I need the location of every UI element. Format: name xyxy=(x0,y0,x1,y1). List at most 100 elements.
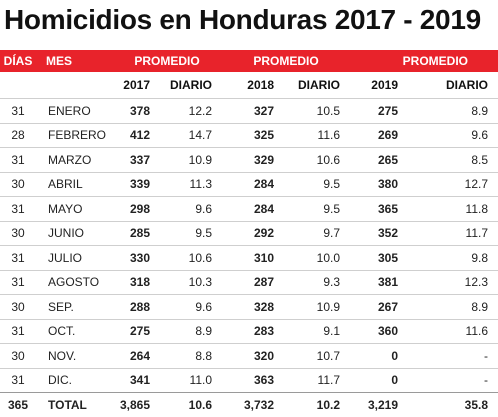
cell-dias: 30 xyxy=(0,343,36,368)
cell-2018: 284 xyxy=(222,171,278,197)
cell-diario-2017: 8.9 xyxy=(154,318,222,344)
total-2018: 3,732 xyxy=(222,392,278,417)
cell-diario-2017: 10.9 xyxy=(154,147,222,172)
cell-2019: 267 xyxy=(350,294,402,319)
cell-2017: 341 xyxy=(112,367,154,393)
total-label: TOTAL xyxy=(36,392,112,417)
cell-2019: 380 xyxy=(350,171,402,197)
cell-dias: 28 xyxy=(0,122,36,148)
cell-diario-2018: 9.1 xyxy=(278,318,350,344)
cell-2019: 365 xyxy=(350,196,402,221)
table-row: 31 DIC. 341 11.0 363 11.7 0- xyxy=(0,367,498,393)
cell-2019: 269 xyxy=(350,122,402,148)
cell-mes: SEP. xyxy=(36,294,112,319)
cell-diario-2017: 11.3 xyxy=(154,171,222,197)
cell-mes: DIC. xyxy=(36,367,112,393)
cell-diario-2018: 9.3 xyxy=(278,269,350,295)
cell-2017: 275 xyxy=(112,318,154,344)
cell-dias: 30 xyxy=(0,171,36,197)
cell-mes: JULIO xyxy=(36,245,112,270)
total-diario-2017: 10.6 xyxy=(154,392,222,417)
table-row: 31 ENERO 378 12.2 327 10.5 275 8.9 xyxy=(0,98,498,123)
cell-diario-2019: 8.9 xyxy=(402,294,498,319)
cell-2017: 298 xyxy=(112,196,154,221)
cell-mes: FEBRERO xyxy=(36,122,112,148)
cell-2017: 264 xyxy=(112,343,154,368)
cell-diario-2019: - xyxy=(402,343,498,368)
subheader-year-2017: 2017 xyxy=(123,78,150,92)
cell-2017: 339 xyxy=(112,171,154,197)
cell-2019: 305 xyxy=(350,245,402,270)
cell-dias: 31 xyxy=(0,245,36,270)
table-row: 31 JULIO 330 10.6 310 10.0 305 9.8 xyxy=(0,245,498,270)
cell-2017: 318 xyxy=(112,269,154,295)
cell-mes: MAYO xyxy=(36,196,112,221)
header-promedio-2018: PROMEDIO xyxy=(222,50,350,72)
cell-diario-2017: 14.7 xyxy=(154,122,222,148)
subheader-diario-2017: DIARIO xyxy=(170,78,212,92)
cell-2018: 329 xyxy=(222,147,278,172)
cell-2019: 381 xyxy=(350,269,402,295)
table-row: 30 SEP. 288 9.6 328 10.9 267 8.9 xyxy=(0,294,498,319)
cell-2019: 352 xyxy=(350,220,402,246)
cell-dias: 31 xyxy=(0,196,36,221)
cell-2019: 0 xyxy=(350,367,402,393)
cell-2018: 283 xyxy=(222,318,278,344)
cell-diario-2019: 11.6 xyxy=(402,318,498,344)
cell-diario-2017: 10.3 xyxy=(154,269,222,295)
subheader-year-2018: 2018 xyxy=(247,78,274,92)
table-row: 30 ABRIL 339 11.3 284 9.5 380 12.7 xyxy=(0,171,498,197)
table-row: 30 JUNIO 285 9.5 292 9.7 352 11.7 xyxy=(0,220,498,246)
cell-2017: 378 xyxy=(112,98,154,123)
table-row: 28 FEBRERO 412 14.7 325 11.6 269 9.6 xyxy=(0,122,498,148)
cell-mes: AGOSTO xyxy=(36,269,112,295)
header-mes: MES xyxy=(36,50,112,72)
cell-2018: 287 xyxy=(222,269,278,295)
total-2019: 3,219 xyxy=(350,392,402,417)
cell-diario-2017: 11.0 xyxy=(154,367,222,393)
cell-2018: 325 xyxy=(222,122,278,148)
cell-dias: 31 xyxy=(0,98,36,123)
cell-dias: 31 xyxy=(0,269,36,295)
cell-diario-2018: 9.5 xyxy=(278,171,350,197)
cell-2019: 0 xyxy=(350,343,402,368)
cell-2018: 320 xyxy=(222,343,278,368)
cell-mes: MARZO xyxy=(36,147,112,172)
cell-2018: 292 xyxy=(222,220,278,246)
table-subheader-row: 2017 DIARIO 2018 DIARIO 2019 DIARIO xyxy=(0,72,498,99)
subheader-diario-2019: DIARIO xyxy=(446,78,488,92)
cell-diario-2018: 11.7 xyxy=(278,367,350,393)
cell-diario-2019: 11.8 xyxy=(402,196,498,221)
cell-2019: 265 xyxy=(350,147,402,172)
table-header-row: DÍAS MES PROMEDIO PROMEDIO PROMEDIO xyxy=(0,50,498,72)
cell-diario-2017: 9.5 xyxy=(154,220,222,246)
cell-mes: NOV. xyxy=(36,343,112,368)
cell-2018: 363 xyxy=(222,367,278,393)
cell-2017: 337 xyxy=(112,147,154,172)
page-title: Homicidios en Honduras 2017 - 2019 xyxy=(4,4,481,35)
cell-2017: 412 xyxy=(112,122,154,148)
cell-2018: 328 xyxy=(222,294,278,319)
cell-diario-2018: 10.6 xyxy=(278,147,350,172)
cell-dias: 30 xyxy=(0,220,36,246)
cell-diario-2019: - xyxy=(402,367,498,393)
cell-diario-2018: 10.5 xyxy=(278,98,350,123)
total-diario-2019: 35.8 xyxy=(402,392,498,417)
header-dias: DÍAS xyxy=(0,50,36,72)
cell-mes: ENERO xyxy=(36,98,112,123)
homicide-table: DÍAS MES PROMEDIO PROMEDIO PROMEDIO 2017… xyxy=(0,50,498,417)
cell-diario-2019: 11.7 xyxy=(402,220,498,246)
cell-mes: ABRIL xyxy=(36,171,112,197)
cell-diario-2019: 9.6 xyxy=(402,122,498,148)
cell-dias: 31 xyxy=(0,147,36,172)
cell-dias: 30 xyxy=(0,294,36,319)
cell-mes: OCT. xyxy=(36,318,112,344)
cell-2017: 330 xyxy=(112,245,154,270)
cell-2018: 284 xyxy=(222,196,278,221)
table-row: 31 AGOSTO 318 10.3 287 9.3 381 12.3 xyxy=(0,269,498,295)
cell-diario-2019: 9.8 xyxy=(402,245,498,270)
header-promedio-2019: PROMEDIO xyxy=(350,50,498,72)
cell-diario-2018: 10.0 xyxy=(278,245,350,270)
total-2017: 3,865 xyxy=(112,392,154,417)
table-row: 31 OCT. 275 8.9 283 9.1 360 11.6 xyxy=(0,318,498,344)
